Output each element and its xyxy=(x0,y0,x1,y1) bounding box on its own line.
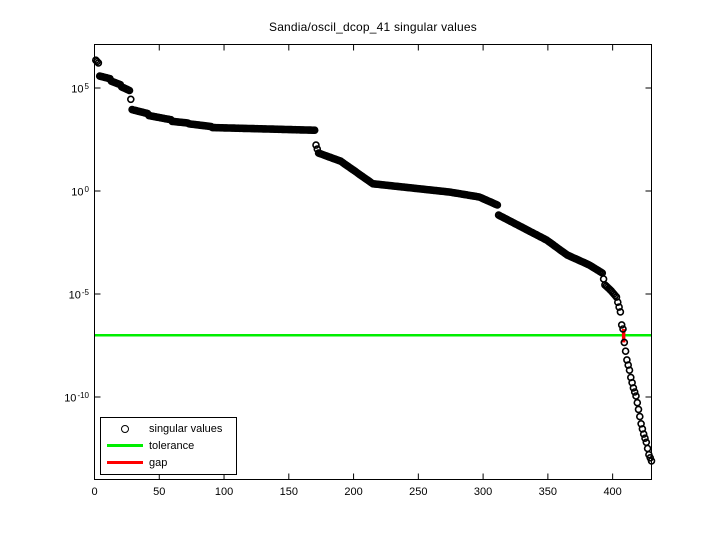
legend-item-gap: gap xyxy=(101,455,236,471)
singular-value-point xyxy=(619,325,627,333)
x-tick-label: 150 xyxy=(279,486,298,498)
y-tick-label: 10-5 xyxy=(68,288,89,302)
singular-value-point xyxy=(632,392,640,400)
line-swatch-icon xyxy=(107,444,143,448)
singular-value-point xyxy=(127,95,135,104)
legend: singular values tolerance gap xyxy=(100,417,237,475)
singular-value-point xyxy=(643,444,652,453)
y-tick-label: 105 xyxy=(71,82,89,96)
singular-value-point xyxy=(493,201,502,209)
open-circle-marker-icon xyxy=(121,425,129,434)
singular-value-point xyxy=(629,384,638,392)
chart-title: Sandia/oscil_dcop_41 singular values xyxy=(268,20,477,34)
line-swatch-icon xyxy=(107,461,143,465)
x-tick-label: 300 xyxy=(473,486,493,498)
legend-label: tolerance xyxy=(149,439,195,452)
plot-box xyxy=(94,44,652,480)
singular-value-point xyxy=(630,388,639,396)
singular-value-point xyxy=(93,57,101,66)
legend-label: gap xyxy=(149,456,168,469)
singular-values-series xyxy=(92,56,656,465)
x-tick-label: 400 xyxy=(603,486,622,498)
singular-value-point xyxy=(94,59,103,67)
legend-label: singular values xyxy=(149,423,223,436)
singular-value-point xyxy=(617,321,626,329)
x-tick-label: 250 xyxy=(409,486,428,498)
singular-value-point xyxy=(310,126,319,134)
singular-value-point xyxy=(641,434,649,443)
singular-value-point xyxy=(621,347,630,356)
y-tick-label: 100 xyxy=(71,185,89,199)
x-tick-label: 350 xyxy=(538,486,558,498)
singular-value-point xyxy=(635,412,644,421)
singular-value-point xyxy=(639,430,648,438)
singular-value-point xyxy=(633,398,642,407)
y-tick-label: 10-10 xyxy=(64,391,89,405)
legend-item-singular-values: singular values xyxy=(101,421,236,437)
x-tick-label: 0 xyxy=(91,486,98,498)
singular-value-point xyxy=(616,308,625,316)
singular-value-point xyxy=(625,366,634,375)
singular-value-point xyxy=(599,275,608,283)
x-tick-label: 100 xyxy=(214,486,234,498)
singular-value-point xyxy=(647,457,656,465)
x-tick-label: 200 xyxy=(344,486,363,498)
x-tick-label: 50 xyxy=(153,486,166,498)
singular-value-point xyxy=(613,298,622,307)
legend-item-tolerance: tolerance xyxy=(101,438,236,454)
singular-value-point xyxy=(634,405,643,414)
singular-value-point xyxy=(615,303,623,311)
singular-value-point xyxy=(312,141,320,149)
singular-value-point xyxy=(125,86,134,95)
singular-value-point xyxy=(620,338,629,347)
